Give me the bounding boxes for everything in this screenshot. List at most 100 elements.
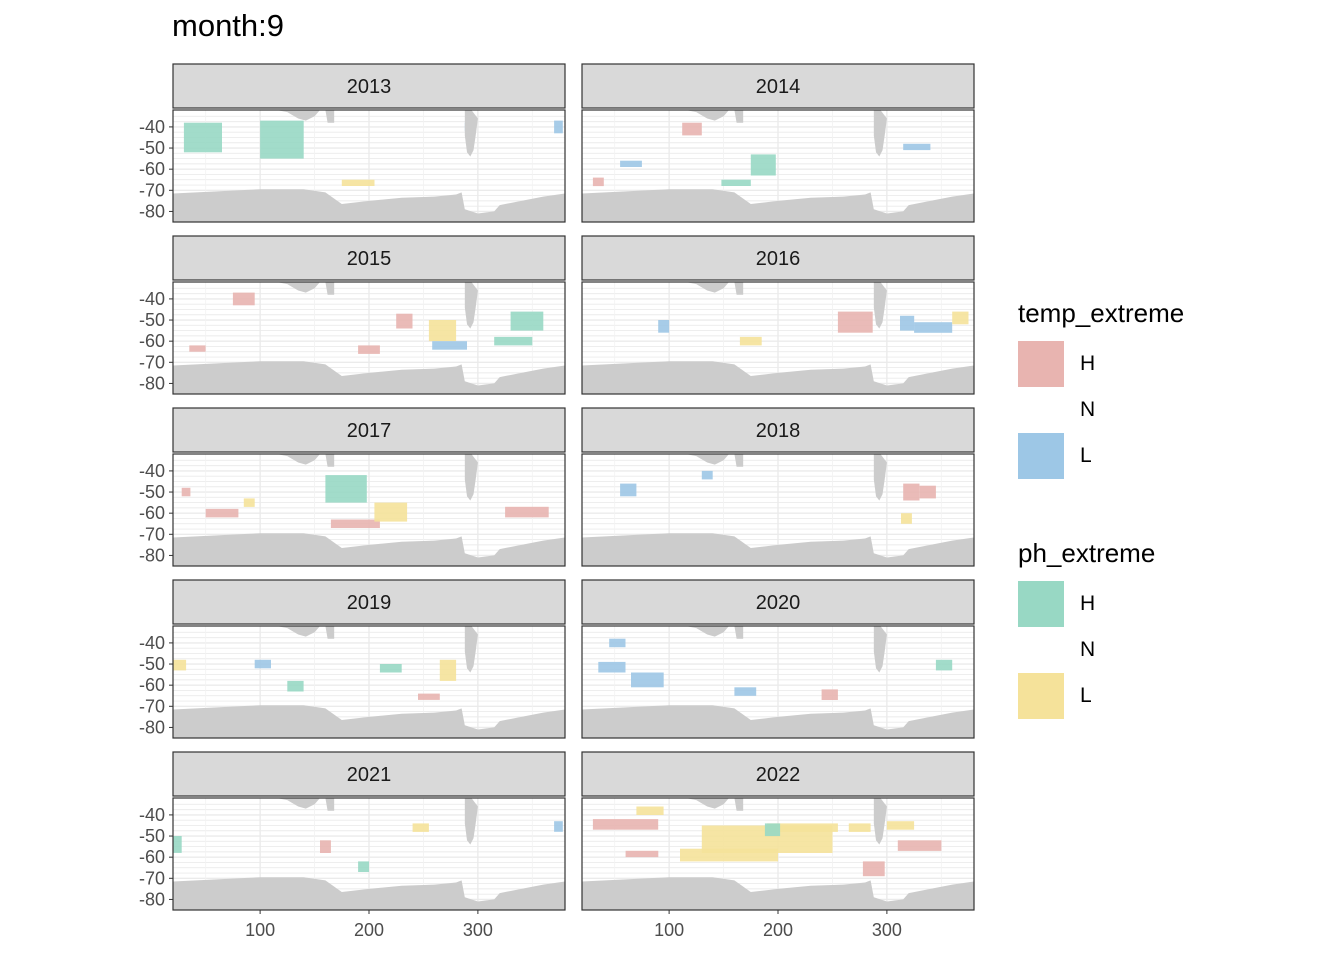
extreme-patch-temp-l — [254, 659, 271, 669]
x-tick-label: 100 — [245, 920, 275, 940]
antarctica-land — [582, 705, 974, 738]
legend-title-ph: ph_extreme — [1018, 538, 1156, 568]
antarctica-land — [582, 361, 974, 394]
facet-strip-label: 2020 — [756, 592, 801, 614]
x-tick-label: 300 — [463, 920, 493, 940]
facet-strip-label: 2018 — [756, 420, 801, 442]
facet-strip-label: 2016 — [756, 248, 801, 270]
facet-panel-2013: 2013 -40-50-60-70-80 — [139, 63, 566, 223]
x-tick-label: 100 — [654, 920, 684, 940]
continent-land — [873, 798, 887, 845]
extreme-patch-ph-h — [510, 311, 544, 331]
extreme-patch-temp-l — [620, 160, 642, 167]
extreme-patch-ph-l — [848, 823, 871, 832]
extreme-patch-ph-h — [764, 823, 781, 837]
facet-panel-2019: 2019 -40-50-60-70-80 — [139, 579, 566, 739]
extreme-patch-ph-l — [243, 498, 255, 507]
continent-land — [685, 798, 729, 809]
extreme-patch-temp-h — [903, 483, 920, 501]
extreme-patch-ph-l — [374, 502, 408, 522]
antarctica-land — [582, 877, 974, 910]
extreme-patch-temp-l — [701, 470, 713, 480]
legend-key-ph-h — [1018, 581, 1064, 627]
x-tick-label: 300 — [872, 920, 902, 940]
facet-panel-2014: 2014 — [581, 63, 975, 223]
facet-panel-2017: 2017 -40-50-60-70-80 — [139, 407, 566, 567]
facet-strip-label: 2013 — [347, 76, 392, 98]
panel-border — [172, 281, 566, 395]
facet-strip — [581, 235, 975, 281]
facet-strip — [172, 579, 566, 625]
antarctica-land — [173, 533, 565, 566]
facet-strip — [581, 579, 975, 625]
extreme-patch-ph-l — [886, 821, 915, 830]
legend-entry-temp-l: L — [1018, 433, 1184, 479]
facet-strip-label: 2021 — [347, 764, 392, 786]
legend-key-temp-n — [1018, 387, 1064, 433]
facet-strip — [581, 751, 975, 797]
continent-land — [325, 110, 335, 123]
antarctica-land — [173, 189, 565, 222]
legend-label: L — [1080, 684, 1092, 707]
y-tick-label: -50 — [139, 310, 165, 330]
legend-key-ph-l — [1018, 673, 1064, 719]
y-tick-label: -60 — [139, 331, 165, 351]
panel-border — [172, 453, 566, 567]
extreme-patch-temp-h — [181, 487, 191, 497]
continent-land — [464, 798, 478, 845]
y-tick-label: -80 — [139, 373, 165, 393]
y-tick-label: -70 — [139, 696, 165, 716]
continent-land — [873, 110, 887, 157]
y-tick-label: -50 — [139, 482, 165, 502]
extreme-patch-temp-h — [418, 693, 440, 700]
continent-land — [325, 798, 335, 811]
continent-land — [276, 110, 320, 121]
extreme-patch-ph-h — [287, 680, 304, 692]
extreme-patch-temp-l — [658, 320, 670, 333]
temp-extreme-legend: temp_extreme H N L — [1018, 298, 1184, 479]
facet-panel-2022: 2022 100 200 300 — [581, 751, 975, 940]
panel-border — [581, 453, 975, 567]
facet-panel-2015: 2015 -40-50-60-70-80 — [139, 235, 566, 395]
extreme-patch-temp-l — [620, 483, 637, 497]
legend-key-temp-h — [1018, 341, 1064, 387]
extreme-patch-ph-h — [260, 120, 304, 159]
panel-border — [581, 109, 975, 223]
facet-strip — [172, 407, 566, 453]
y-tick-label: -70 — [139, 868, 165, 888]
extreme-patch-temp-h — [919, 485, 936, 499]
facet-strip-label: 2014 — [756, 76, 801, 98]
continent-land — [276, 282, 320, 293]
facet-strip-label: 2017 — [347, 420, 392, 442]
extreme-patch-ph-h — [325, 475, 367, 503]
legend-entry-ph-l: L — [1018, 673, 1155, 719]
continent-land — [325, 454, 335, 467]
facet-strip — [172, 751, 566, 797]
legend-entry-temp-h: H — [1018, 341, 1184, 387]
extreme-patch-temp-l — [609, 638, 626, 648]
extreme-patch-ph-l — [767, 823, 838, 832]
continent-land — [685, 282, 729, 293]
extreme-patch-ph-h — [494, 336, 533, 346]
extreme-patch-ph-l — [680, 848, 778, 862]
continent-land — [325, 282, 335, 295]
ph-extreme-legend: ph_extreme H N L — [1018, 538, 1155, 719]
extreme-patch-ph-h — [721, 179, 751, 186]
legend-key-ph-n — [1018, 627, 1064, 673]
extreme-patch-temp-h — [232, 292, 255, 306]
legend-entry-ph-n: N — [1018, 627, 1155, 673]
extreme-patch-ph-h — [173, 836, 182, 853]
legend-label: N — [1080, 638, 1096, 661]
y-tick-label: -50 — [139, 138, 165, 158]
extreme-patch-ph-h — [935, 659, 953, 671]
continent-land — [276, 626, 320, 637]
facet-panel-2016: 2016 — [581, 235, 975, 395]
continent-land — [734, 798, 744, 811]
continent-land — [873, 626, 887, 673]
legend-label: H — [1080, 592, 1096, 615]
legend-label: L — [1080, 444, 1092, 467]
extreme-patch-temp-h — [358, 345, 380, 354]
y-tick-label: -60 — [139, 847, 165, 867]
extreme-patch-temp-h — [330, 519, 380, 528]
continent-land — [325, 626, 335, 639]
